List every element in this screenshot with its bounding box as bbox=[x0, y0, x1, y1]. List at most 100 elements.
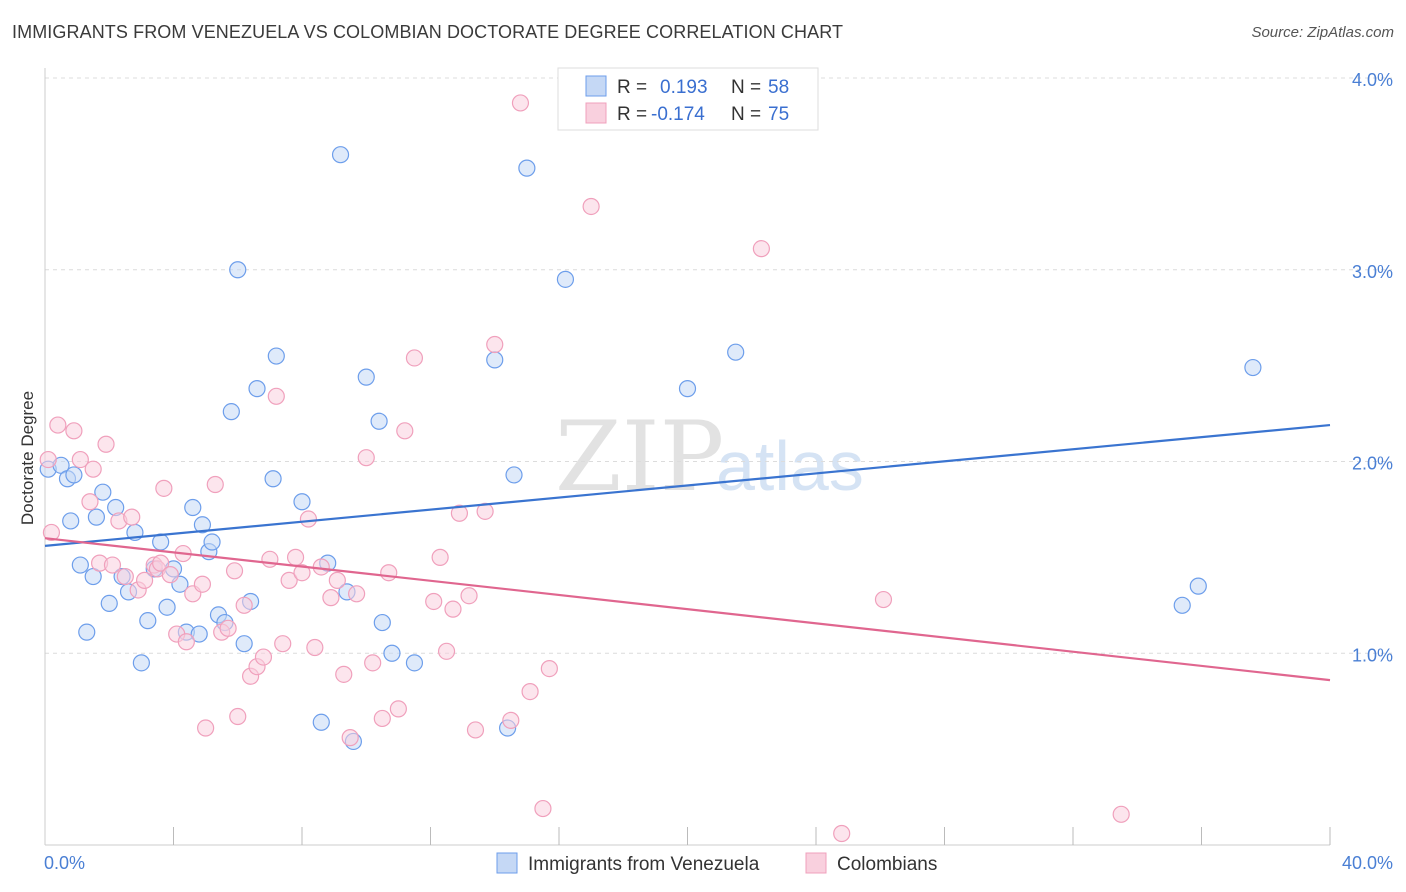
legend-r-value-2: -0.174 bbox=[651, 104, 705, 125]
colombians-point bbox=[84, 460, 102, 478]
colombians-point bbox=[155, 479, 173, 497]
colombians-point bbox=[341, 729, 359, 747]
venezuela-point bbox=[267, 347, 285, 365]
series-legend: Immigrants from Venezuela Colombians bbox=[496, 852, 937, 875]
venezuela-point bbox=[312, 713, 330, 731]
x-axis-ticks bbox=[173, 827, 1331, 845]
y-axis-label: Doctorate Degree bbox=[18, 391, 37, 525]
colombians-point bbox=[405, 349, 424, 367]
watermark: ZIP atlas bbox=[555, 401, 864, 513]
colombians-point bbox=[502, 711, 520, 729]
venezuela-point bbox=[486, 351, 504, 369]
venezuela-point bbox=[248, 380, 266, 398]
venezuela-point bbox=[139, 612, 157, 630]
x-tick-label-min: 0.0% bbox=[44, 853, 85, 873]
colombians-point bbox=[396, 422, 414, 440]
venezuela-point bbox=[222, 403, 240, 421]
venezuela-point bbox=[235, 635, 253, 653]
colombians-point bbox=[103, 556, 122, 574]
colombians-point bbox=[135, 571, 154, 589]
legend-swatch-venezuela bbox=[585, 75, 607, 97]
colombians-point bbox=[299, 510, 318, 528]
trend-lines bbox=[44, 423, 1331, 682]
colombians-point bbox=[65, 422, 83, 440]
bottom-legend-label-venezuela: Immigrants from Venezuela bbox=[528, 854, 760, 875]
venezuela-point bbox=[556, 270, 575, 288]
colombians-point bbox=[206, 475, 224, 494]
legend-swatch-colombians bbox=[585, 102, 607, 124]
correlation-legend: R = 0.193 N = 58 R = -0.174 N = 75 bbox=[557, 67, 819, 131]
colombians-point bbox=[534, 799, 552, 818]
colombians-point bbox=[450, 504, 469, 522]
venezuela-point bbox=[132, 654, 150, 672]
colombians-point bbox=[486, 335, 504, 354]
colombians-point bbox=[335, 665, 353, 683]
colombians-point bbox=[261, 550, 279, 568]
colombians-point bbox=[267, 387, 285, 405]
gridlines bbox=[45, 77, 1392, 654]
venezuela-point bbox=[193, 516, 212, 534]
venezuela-point bbox=[184, 498, 202, 517]
colombians-point bbox=[42, 523, 61, 542]
legend-n-label-1: N = bbox=[731, 77, 761, 98]
venezuela-point bbox=[71, 556, 89, 574]
venezuela-point bbox=[264, 470, 282, 488]
colombians-point bbox=[293, 564, 311, 582]
venezuela-point bbox=[65, 466, 83, 484]
colombians-point bbox=[39, 450, 57, 469]
colombians-point bbox=[235, 596, 253, 614]
venezuela-point bbox=[1189, 577, 1207, 595]
venezuela-point bbox=[727, 343, 745, 361]
venezuela-point bbox=[100, 594, 118, 612]
colombians-point bbox=[306, 638, 324, 657]
colombians-point bbox=[49, 416, 67, 434]
chart-title: IMMIGRANTS FROM VENEZUELA VS COLOMBIAN D… bbox=[12, 22, 844, 42]
colombians-point bbox=[364, 654, 382, 672]
legend-r-label-1: R = bbox=[617, 77, 647, 98]
series-colombians-points bbox=[39, 94, 1130, 843]
colombians-point bbox=[328, 571, 346, 589]
colombians-point bbox=[752, 240, 770, 258]
colombians-point bbox=[71, 450, 89, 469]
y-tick-label: 1.0% bbox=[1352, 645, 1393, 665]
venezuela-point bbox=[62, 512, 80, 530]
colombians-point bbox=[582, 197, 600, 216]
legend-r-value-1: 0.193 bbox=[660, 77, 708, 98]
colombians-point bbox=[274, 635, 292, 653]
colombians-point bbox=[833, 824, 851, 843]
venezuela-point bbox=[1173, 596, 1191, 614]
venezuela-point bbox=[357, 368, 375, 386]
legend-n-value-1: 58 bbox=[768, 77, 789, 98]
colombians-point bbox=[286, 548, 305, 566]
colombians-point bbox=[476, 502, 494, 520]
colombians-point bbox=[466, 721, 485, 739]
colombians-point bbox=[437, 642, 456, 660]
colombians-point bbox=[229, 707, 247, 726]
y-axis-tick-labels: 1.0% 2.0% 3.0% 4.0% bbox=[1352, 70, 1393, 665]
legend-n-value-2: 75 bbox=[768, 104, 789, 125]
venezuela-point bbox=[373, 613, 391, 632]
colombians-point bbox=[874, 590, 893, 609]
y-tick-label: 4.0% bbox=[1352, 70, 1393, 90]
bottom-legend-label-colombians: Colombians bbox=[837, 854, 937, 875]
colombians-point bbox=[357, 449, 375, 467]
venezuela-point bbox=[158, 598, 176, 616]
colombians-point bbox=[380, 564, 398, 582]
colombians-point bbox=[431, 548, 449, 566]
venezuela-point bbox=[78, 623, 96, 641]
venezuela-trend-line bbox=[44, 423, 1331, 547]
colombians-point bbox=[254, 648, 273, 666]
venezuela-point bbox=[1244, 358, 1262, 377]
colombians-point bbox=[123, 508, 141, 526]
bottom-legend-swatch-colombians bbox=[805, 852, 827, 874]
venezuela-point bbox=[505, 466, 523, 484]
watermark-atlas: atlas bbox=[716, 427, 864, 505]
y-tick-label: 2.0% bbox=[1352, 454, 1393, 474]
x-tick-label-max: 40.0% bbox=[1342, 853, 1393, 873]
venezuela-point bbox=[293, 493, 311, 511]
colombians-point bbox=[225, 562, 244, 580]
venezuela-point bbox=[331, 146, 350, 164]
colombians-point bbox=[389, 700, 407, 718]
venezuela-point bbox=[405, 654, 424, 672]
